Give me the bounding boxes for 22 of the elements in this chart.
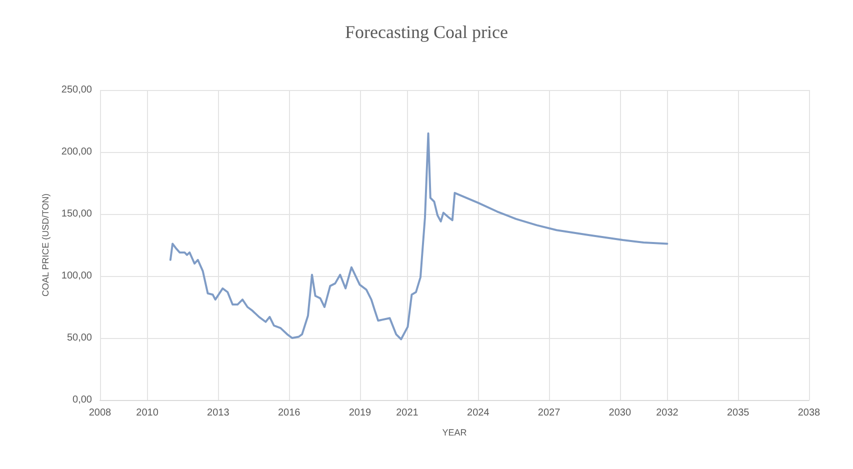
y-tick-label: 0,00 [72,394,92,406]
y-tick-label: 200,00 [61,146,92,158]
x-tick-label: 2016 [278,408,301,418]
x-tick-label: 2013 [207,408,230,418]
x-tick-label: 2038 [798,408,821,418]
x-tick-label: 2024 [467,408,490,418]
y-tick-label: 50,00 [66,332,92,344]
x-tick-label: 2019 [348,408,372,418]
y-axis-title: COAL PRICE (USD/TON) [40,193,50,297]
y-tick-label: 250,00 [61,84,92,96]
x-tick-label: 2032 [656,408,679,418]
y-tick-label: 150,00 [61,208,92,220]
x-tick-label: 2027 [538,408,561,418]
x-tick-label: 2010 [136,408,159,418]
line-series [169,132,668,340]
y-tick-label: 100,00 [61,270,92,282]
x-axis-title: YEAR [442,428,468,438]
x-tick-label: 2030 [608,408,632,418]
x-tick-label: 2008 [88,408,112,418]
x-tick-label: 2021 [396,408,419,418]
x-tick-label: 2035 [726,408,750,418]
chart-title: Forecasting Coal price [345,22,508,42]
